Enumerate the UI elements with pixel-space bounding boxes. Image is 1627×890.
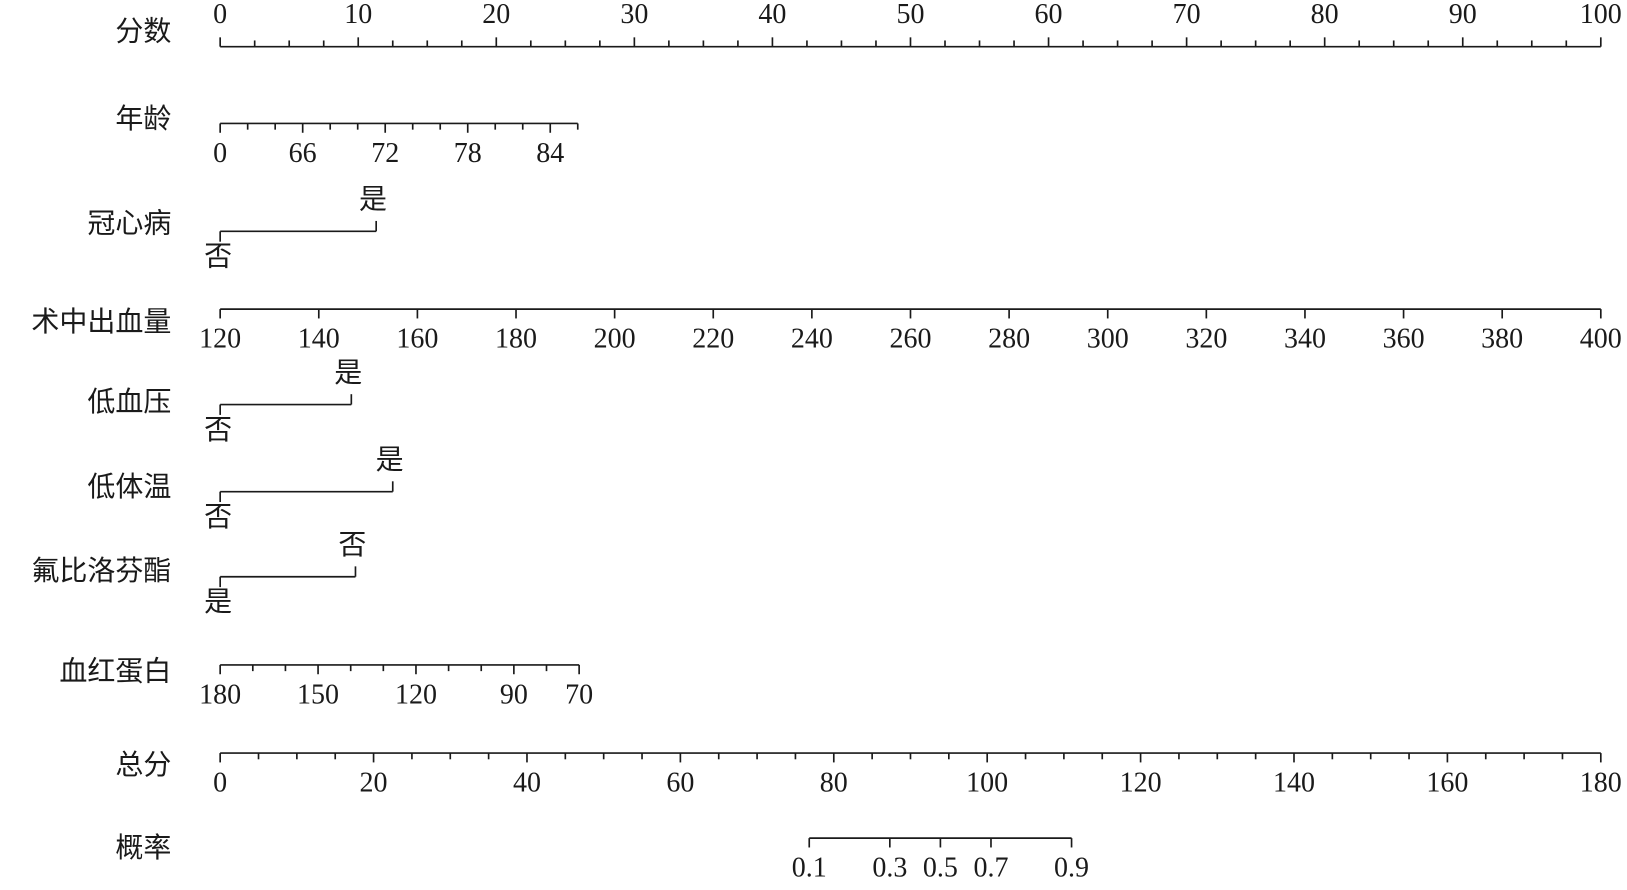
tick-label: 0: [213, 768, 227, 799]
tick-label: 180: [1580, 768, 1622, 799]
tick-label: 70: [1173, 0, 1201, 30]
tick-label: 140: [298, 324, 340, 355]
tick-label: 150: [297, 679, 339, 710]
tick-label: 0.7: [973, 853, 1008, 884]
tick-label: 340: [1284, 324, 1326, 355]
tick-label: 70: [565, 679, 593, 710]
tick-label: 140: [1273, 768, 1315, 799]
category-label: 是: [359, 185, 387, 216]
tick-label: 60: [666, 768, 694, 799]
tick-label: 10: [344, 0, 372, 30]
category-label: 是: [204, 587, 232, 618]
category-label: 否: [204, 415, 232, 446]
category-label: 是: [376, 445, 404, 476]
row-label: 总分: [115, 749, 171, 781]
tick-label: 120: [1120, 768, 1162, 799]
tick-label: 100: [1580, 0, 1622, 30]
category-label: 否: [204, 242, 232, 273]
tick-label: 80: [820, 768, 848, 799]
tick-label: 50: [896, 0, 924, 30]
row-label: 术中出血量: [31, 306, 171, 338]
tick-label: 0.3: [872, 853, 907, 884]
tick-label: 40: [513, 768, 541, 799]
tick-label: 120: [199, 324, 241, 355]
tick-label: 260: [889, 324, 931, 355]
tick-label: 220: [692, 324, 734, 355]
row-label: 冠心病: [87, 208, 171, 240]
tick-label: 20: [482, 0, 510, 30]
tick-label: 84: [536, 138, 564, 169]
tick-label: 0.9: [1054, 853, 1089, 884]
tick-label: 280: [988, 324, 1030, 355]
tick-label: 120: [395, 679, 437, 710]
tick-label: 240: [791, 324, 833, 355]
tick-label: 300: [1087, 324, 1129, 355]
tick-label: 380: [1481, 324, 1523, 355]
tick-label: 180: [495, 324, 537, 355]
row-label: 血红蛋白: [59, 656, 171, 688]
tick-label: 160: [396, 324, 438, 355]
tick-label: 0: [213, 138, 227, 169]
tick-label: 100: [966, 768, 1008, 799]
row-label: 氟比洛芬酯: [31, 555, 171, 587]
tick-label: 20: [360, 768, 388, 799]
category-label: 否: [204, 502, 232, 533]
tick-label: 360: [1383, 324, 1425, 355]
row-label: 低血压: [87, 386, 171, 418]
tick-label: 160: [1426, 768, 1468, 799]
tick-label: 60: [1035, 0, 1063, 30]
tick-label: 90: [1449, 0, 1477, 30]
tick-label: 30: [620, 0, 648, 30]
tick-label: 40: [758, 0, 786, 30]
tick-label: 66: [289, 138, 317, 169]
tick-label: 90: [500, 679, 528, 710]
tick-label: 0.5: [923, 853, 958, 884]
row-label: 低体温: [87, 471, 171, 503]
tick-label: 200: [594, 324, 636, 355]
tick-label: 400: [1580, 324, 1622, 355]
tick-label: 320: [1185, 324, 1227, 355]
tick-label: 180: [199, 679, 241, 710]
row-label: 概率: [115, 832, 171, 864]
tick-label: 72: [371, 138, 399, 169]
tick-label: 80: [1311, 0, 1339, 30]
row-label: 年龄: [115, 103, 171, 135]
category-label: 是: [334, 358, 362, 389]
row-label: 分数: [115, 16, 171, 48]
tick-label: 78: [454, 138, 482, 169]
category-label: 否: [338, 530, 366, 561]
tick-label: 0: [213, 0, 227, 30]
tick-label: 0.1: [792, 853, 827, 884]
